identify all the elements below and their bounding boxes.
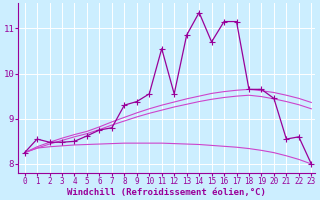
X-axis label: Windchill (Refroidissement éolien,°C): Windchill (Refroidissement éolien,°C) [67, 188, 266, 197]
